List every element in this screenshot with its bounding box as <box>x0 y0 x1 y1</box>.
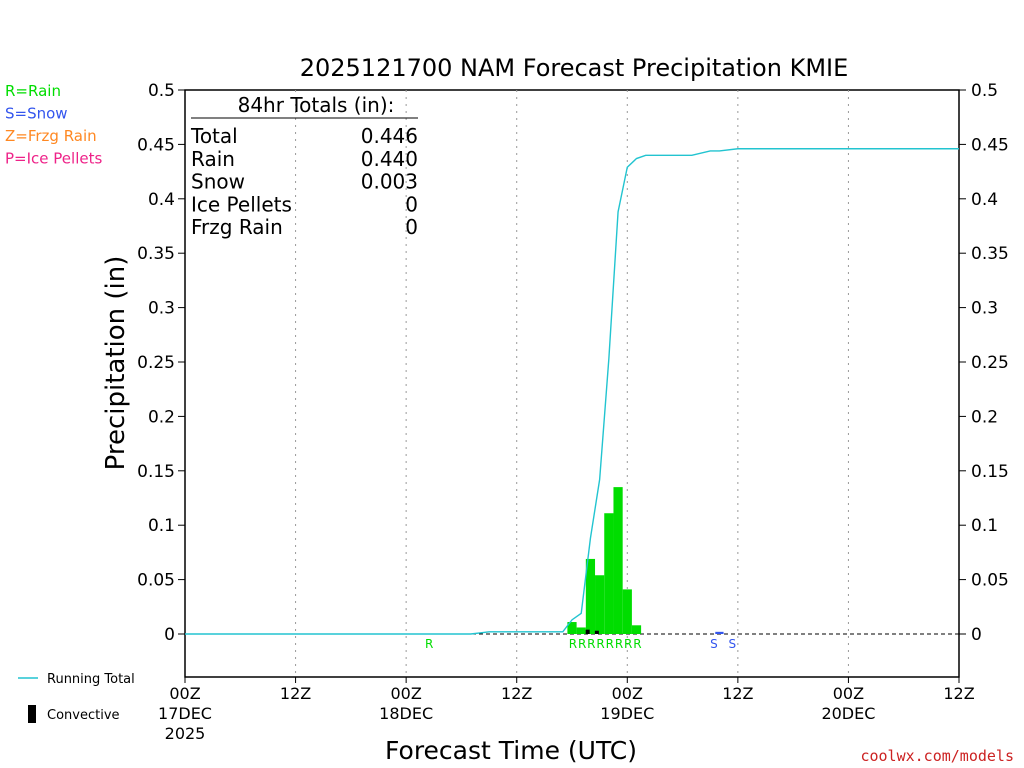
plot-frame <box>184 89 960 678</box>
ptype-legend-item: P=Ice Pellets <box>5 150 102 168</box>
ptype-legend-item: Z=Frzg Rain <box>5 127 97 145</box>
convective-bar <box>585 629 590 634</box>
precip-bars <box>567 487 724 634</box>
y-tick-label-right: 0.3 <box>971 299 998 319</box>
ptype-marker: R <box>587 637 595 651</box>
totals-row-value: 0.440 <box>361 147 418 171</box>
y-axis-left: 0 0.05 0.1 0.15 0.2 0.25 0.3 0.35 0.4 0.45 0.5 <box>137 81 185 645</box>
credit-text: coolwx.com/models <box>860 747 1014 765</box>
y-tick-label-right: 0 <box>971 625 982 645</box>
convective-bars <box>585 629 599 634</box>
chart-title: 2025121700 NAM Forecast Precipitation KM… <box>300 54 849 82</box>
y-tick-label-left: 0.1 <box>148 516 175 536</box>
y-tick-label-right: 0.5 <box>971 81 998 101</box>
y-tick-label-right: 0.4 <box>971 190 998 210</box>
y-tick-label-left: 0.15 <box>137 462 175 482</box>
precip-bar <box>595 575 605 634</box>
legend-label: Convective <box>47 708 120 723</box>
y-axis-right: 0 0.05 0.1 0.15 0.2 0.25 0.3 0.35 0.4 0.45 0.5 <box>959 81 1009 645</box>
ptype-marker: S <box>710 637 718 651</box>
y-tick-label-right: 0.1 <box>971 516 998 536</box>
running-total-line <box>185 148 959 635</box>
x-tick-year: 2025 <box>165 724 206 743</box>
totals-row-label: Frzg Rain <box>191 215 283 239</box>
y-tick-label-left: 0 <box>164 625 175 645</box>
x-tick-label: 12Z <box>280 684 311 703</box>
x-tick-label: 12Z <box>943 684 974 703</box>
totals-row-value: 0.003 <box>361 170 418 194</box>
y-tick-label-left: 0.2 <box>148 407 175 427</box>
x-tick-label: 00Z <box>612 684 643 703</box>
totals-box: 84hr Totals (in): Total 0.446 Rain 0.440 Sno… <box>190 93 418 239</box>
totals-row-label: Total <box>190 124 238 148</box>
ptype-marker: R <box>606 637 614 651</box>
precip-bar <box>604 513 614 634</box>
ptype-marker: S <box>729 637 737 651</box>
precip-bar <box>567 622 577 634</box>
legend-convective-swatch <box>28 705 36 723</box>
x-tick-date: 20DEC <box>821 704 875 723</box>
y-tick-label-right: 0.45 <box>971 135 1009 155</box>
totals-row-label: Rain <box>191 147 235 171</box>
precip-bar <box>613 487 623 634</box>
x-tick-date: 17DEC <box>158 704 212 723</box>
precip-bar <box>585 558 596 634</box>
x-tick-label: 12Z <box>722 684 753 703</box>
precip-bar <box>576 627 586 634</box>
x-tick-label: 00Z <box>390 684 421 703</box>
y-tick-label-left: 0.05 <box>137 571 175 591</box>
ptype-marker: R <box>578 637 586 651</box>
y-tick-label-right: 0.15 <box>971 462 1009 482</box>
convective-bar <box>594 630 599 634</box>
ptype-legend: R=Rain S=Snow Z=Frzg Rain P=Ice Pellets <box>5 82 102 168</box>
precip-bar <box>622 589 632 634</box>
x-tick-date: 18DEC <box>379 704 433 723</box>
legend-label: Running Total <box>47 672 135 687</box>
x-tick-label: 00Z <box>833 684 864 703</box>
x-tick-label: 12Z <box>501 684 532 703</box>
x-tick-label: 00Z <box>169 684 200 703</box>
ptype-marker: R <box>633 637 641 651</box>
totals-row-label: Snow <box>191 170 245 194</box>
totals-row-label: Ice Pellets <box>191 192 292 216</box>
y-tick-label-left: 0.3 <box>148 299 175 319</box>
y-tick-label-left: 0.25 <box>137 353 175 373</box>
ptype-marker: R <box>569 637 577 651</box>
ptype-marker: R <box>596 637 604 651</box>
y-axis-label: Precipitation (in) <box>101 256 131 471</box>
ptype-marker: R <box>615 637 623 651</box>
line-legend: Running Total Convective <box>18 672 135 723</box>
y-tick-label-right: 0.35 <box>971 244 1009 264</box>
y-tick-label-right: 0.2 <box>971 407 998 427</box>
totals-row-value: 0.446 <box>361 124 418 148</box>
ptype-marker: R <box>425 637 433 651</box>
totals-row-value: 0 <box>405 192 418 216</box>
totals-row-value: 0 <box>405 215 418 239</box>
y-tick-label-right: 0.05 <box>971 571 1009 591</box>
precip-bar <box>631 625 642 634</box>
y-tick-label-left: 0.45 <box>137 135 175 155</box>
x-tick-date: 19DEC <box>600 704 654 723</box>
y-tick-label-left: 0.5 <box>148 81 175 101</box>
ptype-legend-item: R=Rain <box>5 82 61 100</box>
x-axis-label: Forecast Time (UTC) <box>385 736 637 765</box>
y-tick-label-right: 0.25 <box>971 353 1009 373</box>
y-tick-label-left: 0.35 <box>137 244 175 264</box>
ptype-legend-item: S=Snow <box>5 105 68 123</box>
totals-heading: 84hr Totals (in): <box>238 93 395 117</box>
precip-bar <box>715 631 724 634</box>
ptype-marker: R <box>624 637 632 651</box>
y-tick-label-left: 0.4 <box>148 190 175 210</box>
